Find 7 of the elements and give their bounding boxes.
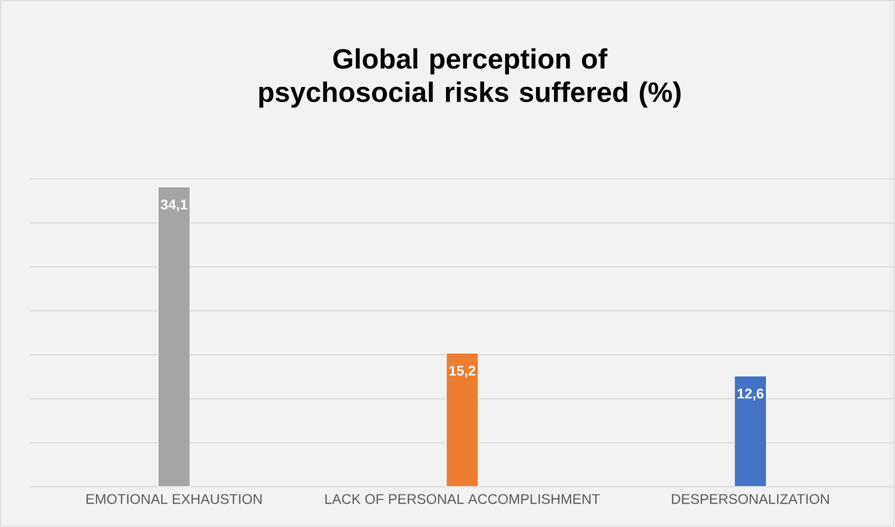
x-tick-label: LACK OF PERSONAL ACCOMPLISHMENT	[325, 494, 600, 504]
x-tick-label: DESPERSONALIZATION	[672, 494, 829, 504]
x-tick-label: EMOTIONAL EXHAUSTION	[86, 494, 262, 504]
chart-title: Global perception of psychosocial risks suffered (%)	[259, 48, 681, 108]
data-label: 12,6	[738, 388, 764, 401]
data-label: 34,1	[160, 200, 188, 212]
data-label: 15,2	[449, 366, 476, 378]
